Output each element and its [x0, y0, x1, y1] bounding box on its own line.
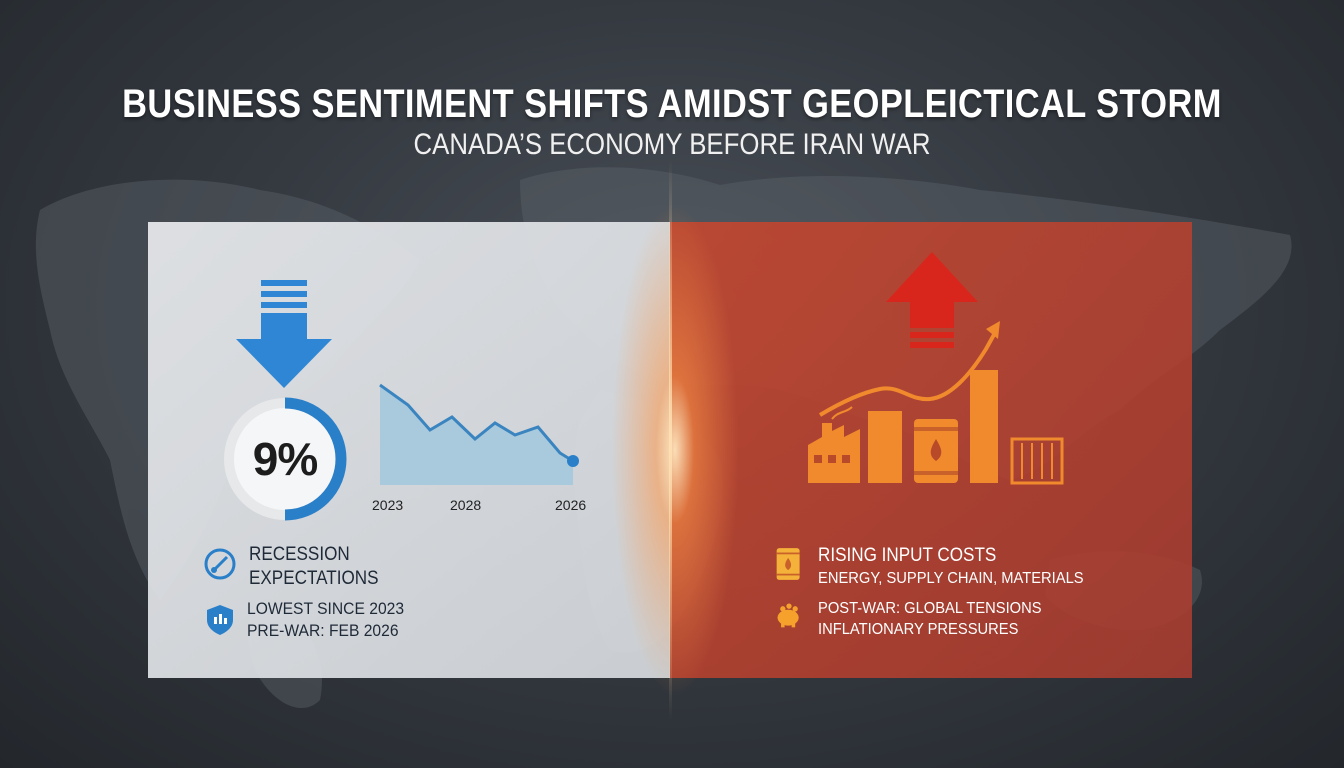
rising-costs-label: RISING INPUT COSTS: [818, 545, 997, 566]
trend-endpoint: [567, 455, 579, 467]
lowest-since-label: LOWEST SINCE 2023: [247, 599, 405, 618]
page-title: BUSINESS SENTIMENT SHIFTS AMIDST GEOPLEI…: [122, 82, 1222, 126]
post-war-label: POST-WAR: GLOBAL TENSIONS: [818, 600, 1042, 617]
recession-label-line2: EXPECTATIONS: [249, 568, 379, 589]
cost-bar-2: [970, 370, 998, 483]
gauge-value: 9%: [252, 433, 318, 485]
trend-area: [380, 385, 573, 485]
gauge-needle-icon: [204, 548, 236, 580]
shield-icon: [207, 605, 233, 635]
container-icon: [1010, 437, 1064, 485]
pre-war-label: PRE-WAR: FEB 2026: [247, 621, 399, 640]
post-war-row: POST-WAR: GLOBAL TENSIONS INFLATIONARY P…: [774, 598, 1061, 640]
inflation-label: INFLATIONARY PRESSURES: [818, 621, 1019, 638]
gauge-fill-arc: [284, 397, 347, 521]
x-label-1: 2023: [372, 497, 403, 513]
page-subtitle: CANADA’S ECONOMY BEFORE IRAN WAR: [413, 128, 931, 161]
oil-barrel-icon: [914, 419, 958, 483]
cost-bar-1: [868, 411, 902, 483]
recession-gauge: 9%: [222, 396, 348, 522]
x-label-2: 2028: [450, 497, 481, 513]
rising-trend-line: [818, 330, 998, 417]
trend-line: [379, 383, 574, 463]
down-arrow-icon: [236, 280, 332, 388]
sentiment-trend-chart: 2023 2028 2026: [372, 383, 586, 513]
rising-costs-row: RISING INPUT COSTS ENERGY, SUPPLY CHAIN,…: [774, 544, 1107, 589]
recession-label-line1: RECESSION: [249, 544, 350, 565]
factory-icon: [808, 406, 860, 483]
flare-line: [669, 160, 672, 720]
up-arrow-icon: [886, 252, 978, 348]
lowest-label-row: LOWEST SINCE 2023 PRE-WAR: FEB 2026: [203, 598, 418, 642]
trend-arrowhead: [986, 321, 1000, 339]
recession-label-row: RECESSION EXPECTATIONS: [203, 543, 393, 591]
rising-costs-illustration: [808, 321, 1064, 485]
rising-costs-detail: ENERGY, SUPPLY CHAIN, MATERIALS: [818, 570, 1084, 587]
oil-barrel-small-icon: [776, 548, 800, 580]
x-label-3: 2026: [555, 497, 586, 513]
piggy-bank-icon: [777, 603, 799, 628]
